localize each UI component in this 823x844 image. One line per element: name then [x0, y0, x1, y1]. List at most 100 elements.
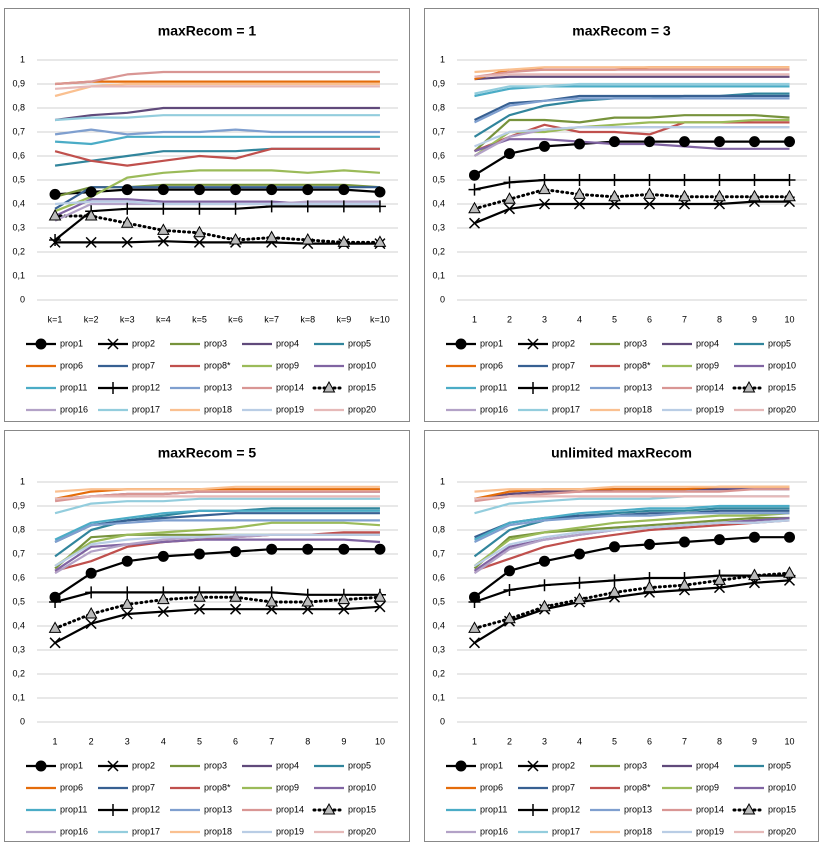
point — [121, 202, 134, 215]
x-tick-label: 3 — [542, 736, 547, 746]
legend-label: prop5 — [348, 760, 371, 770]
point — [301, 200, 314, 213]
legend-label: prop18 — [624, 404, 652, 414]
series-line — [474, 85, 790, 98]
legend-label: prop8* — [624, 360, 651, 370]
point — [679, 536, 690, 548]
point — [229, 202, 242, 215]
point — [713, 174, 726, 186]
point — [157, 223, 170, 235]
y-tick-label: 0,4 — [12, 620, 25, 630]
series-line — [473, 571, 791, 630]
series-line — [474, 488, 790, 503]
series-line — [474, 73, 790, 78]
x-tick-label: 4 — [161, 736, 166, 746]
y-tick-label: 0,4 — [432, 620, 445, 630]
point — [608, 189, 621, 202]
chart-panel: maxRecom = 5 0 0,1 0,2 0,3 0,4 0,5 0,6 0,7 0,8 0,9… — [4, 430, 410, 842]
chart-panel: maxRecom = 3 0 0,1 0,2 0,3 0,4 0,5 0,6 0,7 0,8 0,9… — [424, 8, 819, 422]
point — [374, 543, 386, 555]
series-line — [473, 512, 790, 567]
point — [574, 138, 585, 150]
series-line — [473, 519, 790, 567]
legend-label: prop1 — [60, 760, 83, 770]
x-tick-label: 6 — [233, 736, 238, 746]
point — [337, 235, 351, 247]
point — [49, 637, 61, 649]
x-tick-label: k=6 — [228, 314, 243, 324]
legend-label: prop12 — [132, 382, 160, 392]
legend-label: prop16 — [60, 404, 88, 414]
point — [643, 174, 656, 186]
legend-label: prop9 — [696, 782, 719, 792]
x-tick-label: k=7 — [264, 314, 279, 324]
point — [678, 174, 691, 186]
legend-marker — [322, 380, 336, 393]
chart-panel: unlimited maxRecom 0 0,1 0,2 0,3 0,4 0,5 0,6 0,7… — [424, 430, 819, 842]
series-line — [473, 114, 790, 153]
point — [643, 580, 656, 593]
x-tick-label: 1 — [472, 314, 477, 324]
legend-label: prop14 — [276, 804, 304, 814]
point — [157, 202, 170, 215]
y-tick-label: 0,2 — [12, 246, 25, 256]
point — [784, 531, 795, 543]
chart-title: maxRecom = 5 — [158, 445, 257, 461]
legend-marker — [527, 804, 539, 816]
series-line — [473, 507, 790, 558]
legend-label: prop1 — [60, 338, 83, 348]
legend-marker — [35, 338, 47, 350]
series-line — [54, 512, 380, 543]
series-line — [473, 140, 790, 177]
y-tick-label: 1 — [440, 54, 445, 64]
point — [643, 187, 656, 199]
point — [504, 565, 515, 577]
point — [229, 232, 242, 245]
point — [539, 555, 550, 567]
legend-label: prop16 — [60, 826, 88, 836]
series-line — [54, 495, 380, 500]
legend-label: prop11 — [60, 804, 87, 814]
point — [783, 566, 796, 578]
point — [503, 611, 516, 624]
point — [338, 603, 350, 615]
y-tick-label: 0,6 — [12, 150, 25, 160]
x-tick-label: 8 — [717, 314, 722, 324]
legend-label: prop19 — [696, 826, 724, 836]
point — [749, 531, 760, 543]
point — [193, 184, 205, 196]
point — [230, 184, 242, 196]
series-line — [473, 516, 790, 570]
legend-label: prop19 — [276, 826, 304, 836]
x-tick-label: 8 — [305, 736, 310, 746]
legend-label: prop3 — [204, 760, 227, 770]
y-tick-label: 0,4 — [12, 198, 25, 208]
x-tick-label: k=4 — [156, 314, 171, 324]
point — [373, 200, 386, 213]
point — [469, 169, 480, 181]
point — [538, 182, 551, 195]
legend-marker — [107, 382, 119, 394]
point — [84, 208, 98, 221]
point — [193, 548, 205, 560]
x-tick-label: 8 — [717, 736, 722, 746]
point — [157, 184, 169, 196]
series-line — [54, 548, 380, 599]
point — [538, 198, 551, 210]
series-line — [54, 70, 380, 86]
point — [573, 576, 586, 589]
legend-label: prop3 — [204, 338, 227, 348]
point — [193, 236, 205, 248]
point — [468, 217, 481, 229]
legend-marker — [455, 760, 467, 772]
series-line — [54, 205, 380, 241]
y-tick-label: 0,6 — [432, 572, 445, 582]
legend-label: prop7 — [552, 782, 575, 792]
point — [783, 189, 796, 202]
y-tick-label: 0,1 — [432, 270, 445, 280]
x-tick-label: k=2 — [84, 314, 99, 324]
point — [503, 584, 516, 596]
point — [265, 200, 278, 213]
legend-label: prop4 — [696, 338, 719, 348]
x-tick-label: 1 — [472, 736, 477, 746]
